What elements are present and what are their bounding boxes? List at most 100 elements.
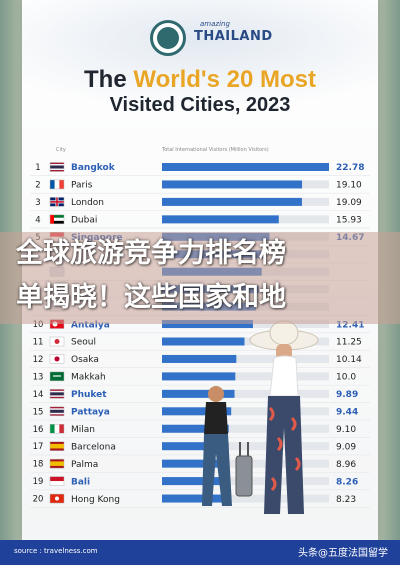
city-label: Osaka [71,355,99,365]
bar-track [162,337,329,346]
brand-small: amazing [200,20,230,28]
rank-label: 2 [35,180,40,190]
bar-track [162,389,329,398]
city-label: Barcelona [71,442,116,452]
column-header-city: City [56,147,66,153]
overlay-line-1: 全球旅游竞争力排名榜 [16,238,286,269]
title-line-2: Visited Cities, 2023 [109,94,291,116]
flag-japan-icon [49,354,65,364]
city-label: Seoul [71,338,96,348]
column-header-visitors: Total International Visitors (Million Vi… [162,147,269,153]
value-label: 9.44 [336,408,358,418]
overlay-banner: 全球旅游竞争力排名榜 单揭晓！这些国家和地 [0,232,400,324]
value-label: 9.10 [336,425,356,435]
flag-indonesia-icon [49,476,65,486]
bar [162,372,236,381]
flag-saudi-icon [49,371,65,382]
value-label: 19.10 [336,181,362,191]
value-label: 9.09 [336,442,356,452]
rank-label: 15 [33,407,44,417]
bar [162,459,228,468]
flag-italy-icon [49,424,65,434]
city-label: London [71,198,104,208]
flag-hongkong-icon [49,493,65,504]
flag-france-icon [49,179,65,190]
value-label: 19.09 [336,198,362,208]
rank-label: 13 [33,372,44,382]
city-label: Milan [71,425,95,435]
flag-korea-icon [49,336,65,347]
bar-track [162,494,329,503]
bar [162,354,237,363]
rank-label: 20 [33,495,44,505]
rank-label: 4 [35,215,40,225]
watermark: 头条@五度法国留学 [298,548,388,559]
value-label: 12.41 [336,320,364,330]
city-label: Paris [71,181,93,191]
bar [162,389,235,398]
bar-track [162,372,329,381]
bar [162,494,223,503]
rank-label: 3 [35,198,40,208]
value-label: 11.25 [336,338,362,348]
city-label: Hong Kong [71,495,120,505]
rank-label: 18 [33,460,44,470]
city-label: Makkah [71,373,106,383]
flag-thailand-icon [49,162,65,172]
bar [162,215,279,224]
bar-track [162,442,329,451]
value-label: 8.26 [336,477,358,487]
tat-logo-icon [150,20,186,56]
flag-thailand-icon [49,389,65,399]
city-label: Dubai [71,216,97,226]
city-label: Pattaya [71,408,110,418]
woman-with-suitcase-icon [202,386,253,506]
flag-spain-icon [49,441,65,451]
bar [162,163,329,171]
value-label: 9.89 [336,390,358,400]
footer-bar [0,540,400,565]
bar [162,197,302,206]
logo-row: amazing THAILAND [22,18,378,58]
bar [162,424,229,433]
bar-track [162,354,329,363]
title-line-1: The World's 20 Most [22,66,378,94]
city-label: Palma [71,460,98,470]
bar-track [162,407,329,416]
city-label: Phuket [71,390,107,400]
value-label: 15.93 [336,216,362,226]
rank-label: 10 [33,320,44,330]
rank-label: 17 [33,442,44,452]
brand-large: THAILAND [194,29,273,44]
city-label: Bangkok [71,163,116,173]
rank-label: 16 [33,425,44,435]
city-label: Bali [71,477,90,487]
bar [162,320,253,329]
bar-track [162,424,329,433]
bar [162,442,229,451]
rank-label: 1 [35,163,40,173]
value-label: 8.23 [336,495,356,505]
source-note: source : travelness.com [14,547,98,555]
flag-spain-icon [49,458,65,469]
title-pre: The [84,66,134,93]
rank-label: 14 [33,390,44,400]
rank-label: 12 [33,355,44,365]
city-label: Antalya [71,320,110,330]
flag-thailand-icon [49,406,65,417]
title-highlight: World's 20 Most [133,66,316,93]
bar [162,407,232,416]
bar [162,180,303,189]
value-label: 8.96 [336,460,356,470]
rank-label: 19 [33,477,44,487]
bar [162,337,245,346]
value-label: 22.78 [336,163,364,173]
woman-with-hat-icon [249,320,319,514]
rank-label: 11 [33,338,44,348]
value-label: 10.14 [336,355,362,365]
flag-uae-icon [49,214,65,225]
flag-uk-icon [49,197,65,207]
bar [162,477,223,486]
overlay-line-2: 单揭晓！这些国家和地 [16,282,286,313]
value-label: 10.0 [336,373,356,383]
